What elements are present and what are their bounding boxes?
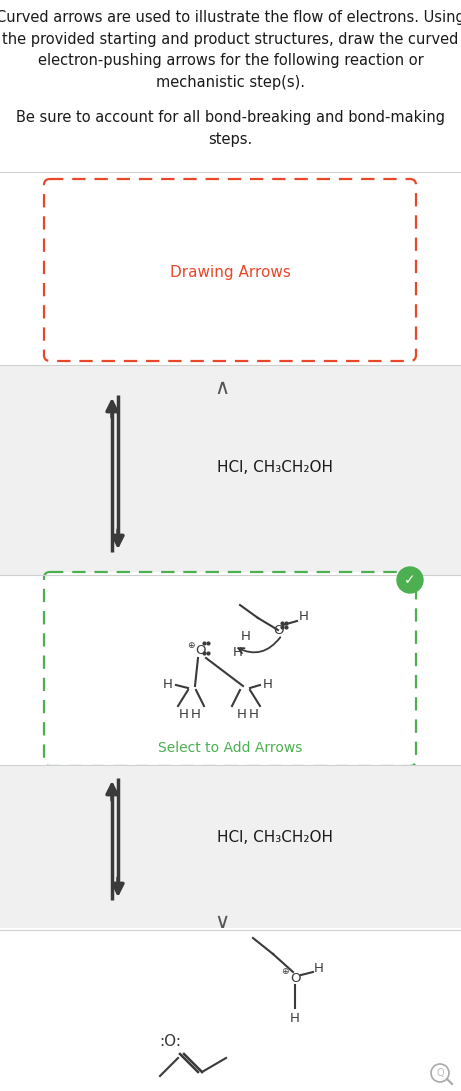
- Text: ✓: ✓: [404, 573, 416, 587]
- Text: H: H: [179, 707, 189, 720]
- Text: :O:: :O:: [159, 1034, 181, 1050]
- Text: O: O: [290, 971, 300, 984]
- Text: H: H: [163, 678, 173, 691]
- Text: H: H: [249, 707, 259, 720]
- Bar: [0, 365, 461, 575]
- Text: Drawing Arrows: Drawing Arrows: [170, 264, 291, 279]
- Text: ⊕: ⊕: [281, 968, 289, 976]
- Text: O: O: [195, 644, 205, 657]
- Text: H: H: [191, 707, 201, 720]
- FancyBboxPatch shape: [44, 572, 416, 766]
- Text: H: H: [290, 1011, 300, 1024]
- Text: ∨: ∨: [214, 912, 230, 932]
- Text: Curved arrows are used to illustrate the flow of electrons. Using
the provided s: Curved arrows are used to illustrate the…: [0, 10, 461, 89]
- Bar: [0, 765, 461, 928]
- Text: Select to Add Arrows: Select to Add Arrows: [158, 741, 303, 755]
- Text: H: H: [263, 678, 273, 691]
- Text: H: H: [233, 646, 243, 659]
- Circle shape: [397, 567, 423, 594]
- Text: H: H: [314, 961, 324, 974]
- Text: ∧: ∧: [214, 377, 230, 398]
- Text: Be sure to account for all bond-breaking and bond-making
steps.: Be sure to account for all bond-breaking…: [16, 110, 445, 146]
- Text: H: H: [241, 630, 251, 643]
- Text: O: O: [273, 623, 283, 636]
- Text: H: H: [237, 707, 247, 720]
- Text: Q: Q: [436, 1068, 444, 1078]
- Text: ⊕: ⊕: [187, 642, 195, 650]
- Text: HCl, CH₃CH₂OH: HCl, CH₃CH₂OH: [217, 460, 333, 476]
- Text: HCl, CH₃CH₂OH: HCl, CH₃CH₂OH: [217, 830, 333, 846]
- Text: H: H: [299, 610, 309, 623]
- FancyBboxPatch shape: [44, 179, 416, 361]
